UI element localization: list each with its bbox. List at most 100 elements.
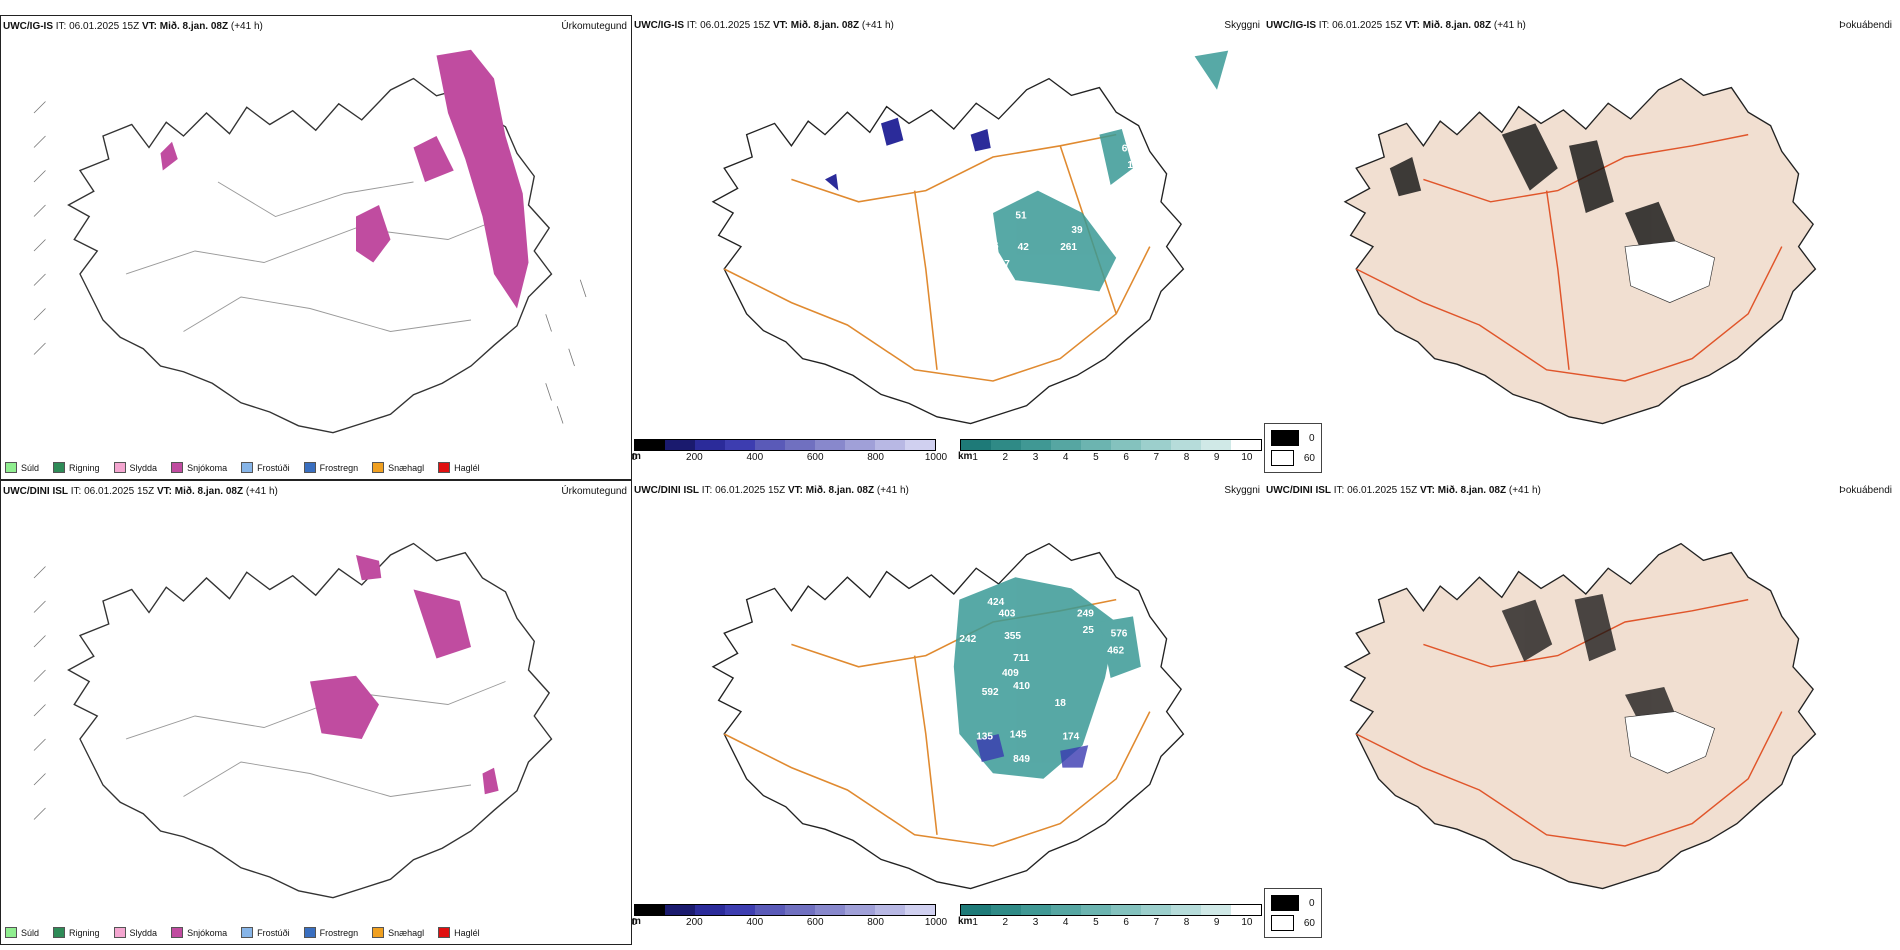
colorbar-segment [905,905,935,915]
visibility-label: 355 [1004,631,1021,642]
visibility-label: 403 [999,608,1016,619]
colorbar-segment [635,440,665,450]
visibility-map: 424 403 249 242 355 576 25 462 711 409 4… [712,542,1185,890]
colorbar-segment [1141,905,1171,915]
colorbar-tick: 8 [1183,452,1190,463]
panel-header: UWC/DINI ISL IT: 06.01.2025 15Z VT: Mið.… [1266,485,1541,496]
colorbar-segment [991,905,1021,915]
colorbar-tick: 600 [806,452,824,463]
colorbar-segment [635,905,665,915]
legend-swatch [241,462,254,473]
visibility-label: 409 [1002,668,1019,679]
low-visibility-area [953,577,1117,779]
colorbar-segment [1231,440,1261,450]
colorbar-tick: 400 [746,452,764,463]
precip-type-panel-dini: UWC/DINI ISL IT: 06.01.2025 15Z VT: Mið.… [0,480,632,945]
colorbar-segment [845,905,875,915]
legend-item: Snæhagl [372,927,424,938]
visibility-label: 25 [1083,625,1095,636]
colorbar-segment [1081,905,1111,915]
legend-swatch [113,462,126,473]
low-visibility-area [993,190,1117,292]
visibility-label: 711 [1013,653,1030,664]
colorbar-unit: m [632,916,641,927]
visibility-label: 39 [1071,225,1083,236]
colorbar-tick: 400 [746,917,764,928]
product-title: Skyggni [1224,485,1260,496]
colorbar-segment [875,905,905,915]
colorbar-segment [725,440,755,450]
precip-type-map [33,49,587,434]
colorbar-tick: 7 [1153,452,1160,463]
precip-legend: Súld Rigning Slydda Snjókoma Frostúði Fr… [5,462,480,473]
legend-swatch [241,927,254,938]
visibility-label: 18 [1055,698,1067,709]
colorbar-tick: 10 [1241,452,1253,463]
precip-legend: Súld Rigning Slydda Snjókoma Frostúði Fr… [5,927,480,938]
colorbar-tick: 9 [1213,452,1220,463]
colorbar-tick: 200 [686,917,703,928]
legend-swatch [303,462,316,473]
legend-swatch [372,927,385,938]
colorbar-segment [905,440,935,450]
visibility-label: 462 [1107,645,1124,656]
elevation-colorbar: 0 200 400 600 800 1000 m [632,439,947,465]
precip-type-map [33,542,553,899]
colorbar-segment [755,905,785,915]
colorbar-tick: 5 [1093,917,1099,928]
colorbar-tick: 1 [972,917,978,928]
legend-swatch [5,462,17,473]
colorbar-tick: 1000 [924,452,948,463]
visibility-label: 93 [973,118,985,129]
legend-item: Haglél [438,462,480,473]
panel-header: UWC/IG-IS IT: 06.01.2025 15Z VT: Mið. 8.… [1266,20,1526,31]
colorbar-segment [1171,905,1201,915]
legend-item: Frostregn [303,927,358,938]
legend-item: Súld [5,462,39,473]
colorbar-tick: 3 [1032,917,1039,928]
colorbar-segment [1141,440,1171,450]
snow-area [436,49,529,309]
colorbar-segment [1051,440,1081,450]
visibility-label: 249 [1077,608,1094,619]
precip-type-panel-igis: UWC/IG-IS IT: 06.01.2025 15Z VT: Mið. 8.… [0,15,632,480]
visibility-label: 242 [959,634,976,645]
visibility-panel-dini: UWC/DINI ISL IT: 06.01.2025 15Z VT: Mið.… [632,480,1264,945]
cloud-index-legend: 0 60 [1264,888,1322,938]
product-title: Úrkomutegund [561,486,627,497]
colorbar-segment [961,440,991,450]
colorbar-tick: 2 [1002,452,1009,463]
colorbar-tick: 600 [806,917,824,928]
visibility-labels: 63 174 448 93 51 39 526 42 261 407 [973,118,1145,270]
legend-item: Frostúði [241,927,290,938]
legend-swatch [303,927,316,938]
legend-swatch [171,927,184,938]
legend-swatch [5,927,17,938]
legend-swatch [53,462,66,473]
panel-header: UWC/IG-IS IT: 06.01.2025 15Z VT: Mið. 8.… [3,21,263,32]
colorbar-tick: 1000 [924,917,948,928]
colorbar-segment [785,440,815,450]
legend-item: Snjókoma [171,462,227,473]
colorbar-segment [725,905,755,915]
colorbar-segment [1201,905,1231,915]
colorbar-tick: 2 [1002,917,1009,928]
colorbar-unit: m [632,451,641,462]
snow-area [310,675,379,739]
legend-item: Snjókoma [171,927,227,938]
legend-swatch [438,927,451,938]
visibility-label: 576 [1111,629,1128,640]
product-title: Úrkomutegund [561,21,627,32]
colorbar-tick: 9 [1213,917,1220,928]
colorbar-segment [1111,905,1141,915]
visibility-label: 410 [1013,681,1030,692]
colorbar-segment [1111,440,1141,450]
colorbar-tick: 0 [632,917,637,928]
visibility-labels: 424 403 249 242 355 576 25 462 711 409 4… [959,597,1127,765]
colorbar-segment [1021,905,1051,915]
legend-item: Haglél [438,927,480,938]
colorbar-segment [815,905,845,915]
cloud-index-panel-dini: UWC/DINI ISL IT: 06.01.2025 15Z VT: Mið.… [1264,480,1896,945]
legend-swatch [1271,915,1294,931]
legend-swatch [438,462,451,473]
